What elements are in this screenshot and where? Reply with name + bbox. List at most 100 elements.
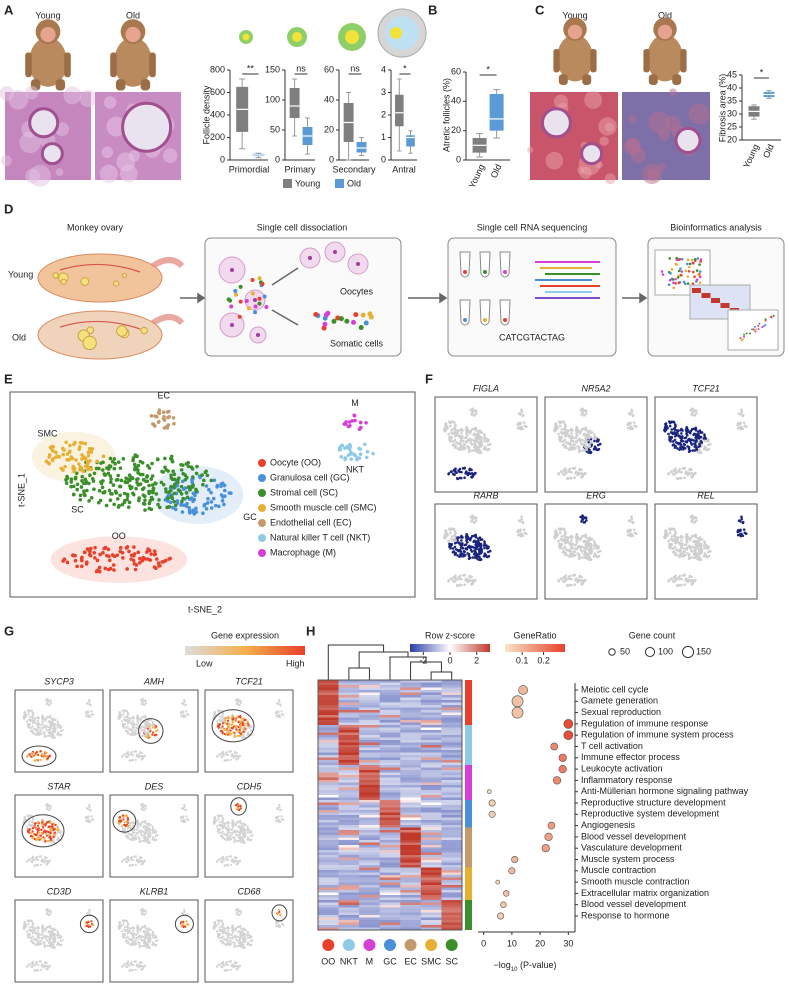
cell-dot	[457, 537, 460, 540]
cell-dot	[41, 964, 43, 966]
cell-dot	[480, 558, 483, 561]
cell-dot	[187, 485, 191, 489]
cell-dot	[473, 449, 476, 452]
cell-dot	[477, 537, 480, 540]
cell-dot	[555, 529, 558, 532]
cell-dot	[591, 538, 594, 541]
cell-dot	[236, 698, 238, 700]
cell-dot	[34, 822, 36, 824]
cell-dot	[338, 448, 342, 452]
cell-dot	[86, 807, 88, 809]
cell-dot	[695, 544, 698, 547]
cell-dot	[124, 829, 126, 831]
cell-dot	[93, 546, 97, 550]
cell-dot	[628, 412, 631, 415]
cell-dot	[48, 914, 50, 916]
somatic-cell	[261, 282, 265, 286]
cell-dot	[90, 710, 92, 712]
cell-dot	[673, 535, 676, 538]
cell-dot	[700, 547, 703, 550]
cell-dot	[170, 494, 174, 498]
x-axis-label: t-SNE_2	[188, 604, 222, 614]
cell-dot	[143, 840, 145, 842]
cell-dot	[57, 831, 59, 833]
cell-dot	[153, 733, 155, 735]
arrowhead	[198, 294, 204, 302]
cell-dot	[142, 700, 144, 702]
cell-dot	[559, 532, 562, 535]
cell-dot	[578, 431, 581, 434]
cell-dot	[518, 519, 521, 522]
cell-dot	[149, 477, 153, 481]
cell-dot	[676, 442, 679, 445]
cell-dot	[105, 504, 109, 508]
cell-dot	[112, 503, 116, 507]
cell-dot	[122, 709, 124, 711]
significance-label: *	[486, 64, 490, 74]
cell-dot	[245, 719, 247, 721]
cell-dot	[277, 711, 279, 713]
cell-dot	[54, 828, 56, 830]
cell-dot	[185, 504, 189, 508]
cell-dot	[63, 465, 67, 469]
arm	[149, 53, 156, 78]
follicle	[542, 109, 570, 137]
cell-dot	[152, 831, 154, 833]
cell-dot	[27, 923, 29, 925]
cell-dot	[523, 421, 526, 424]
tissue-texture	[554, 95, 568, 109]
cell-dot	[689, 472, 692, 475]
cell-dot	[456, 585, 459, 588]
cell-dot	[136, 727, 138, 729]
oocyte-icon	[390, 27, 402, 39]
cell-dot	[169, 501, 173, 505]
cell-dot	[562, 547, 565, 550]
cell-dot	[25, 925, 27, 927]
cell-dot	[109, 498, 113, 502]
cell-dot	[221, 730, 223, 732]
cell-dot	[204, 471, 208, 475]
cell-dot	[584, 472, 587, 475]
cell-dot	[50, 829, 52, 831]
legend-label: Endothelial cell (EC)	[270, 517, 352, 527]
cell-dot	[31, 926, 33, 928]
cell-dot	[127, 713, 129, 715]
cell-dot	[135, 960, 137, 962]
cell-dot	[560, 470, 563, 473]
cell-dot	[157, 498, 161, 502]
cell-dot	[181, 510, 185, 514]
cell-dot	[130, 486, 134, 490]
cell-dot	[61, 453, 65, 457]
cell-dot	[582, 434, 585, 437]
cell-dot	[72, 493, 76, 497]
cell-dot	[30, 965, 32, 967]
cell-dot	[220, 860, 222, 862]
cell-dot	[573, 443, 576, 446]
cell-dot	[683, 574, 686, 577]
cell-dot	[570, 539, 573, 542]
cell-dot	[471, 514, 474, 517]
cell-dot	[219, 716, 221, 718]
cell-dot	[184, 704, 186, 706]
cell-dot	[46, 698, 48, 700]
cell-dot	[121, 503, 125, 507]
cell-dot	[238, 840, 240, 842]
cell-dot	[48, 809, 50, 811]
cell-dot	[130, 857, 132, 859]
cell-dot	[31, 940, 33, 942]
y-tick-label: 30	[727, 108, 737, 118]
cell-dot	[54, 946, 56, 948]
cell-dot	[464, 544, 467, 547]
cell-dot	[739, 422, 742, 425]
cell-dot	[231, 821, 233, 823]
mini-dot	[672, 278, 675, 281]
cell-dot	[54, 937, 56, 939]
cell-dot	[560, 437, 563, 440]
y-axis-label: Atretic follicles (%)	[441, 78, 451, 152]
cell-dot	[582, 541, 585, 544]
cell-dot	[65, 458, 69, 462]
cell-dot	[679, 477, 682, 480]
cell-dot	[88, 806, 90, 808]
cell-dot	[101, 551, 105, 555]
cell-dot	[570, 432, 573, 435]
